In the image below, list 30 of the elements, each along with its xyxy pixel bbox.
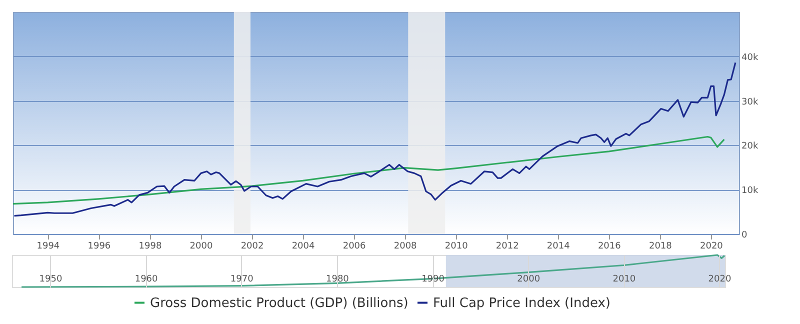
x-tick-label: 2020 [700, 242, 724, 252]
y-tick-label: 30k [742, 97, 759, 108]
line-series [12, 136, 726, 205]
x-tick-label: 2008 [394, 242, 418, 252]
line-series [13, 62, 736, 217]
x-tick-label: 2018 [648, 242, 672, 252]
legend-label: Gross Domestic Product (GDP) (Billions) [150, 296, 408, 311]
x-tick-label: 2014 [546, 242, 570, 252]
y-tick-label: 0 [742, 230, 748, 240]
x-tick-label: 2020 [708, 274, 732, 284]
x-tick-label: 2012 [496, 242, 519, 252]
x-tick-label: 1994 [36, 242, 60, 252]
x-tick-label: 2010 [444, 242, 468, 252]
x-tick-label: 2000 [517, 274, 540, 284]
x-tick-label: 1950 [39, 274, 62, 284]
x-tick-label: 2000 [190, 242, 213, 252]
x-tick-label: 2004 [292, 242, 316, 252]
x-tick-label: 1998 [138, 242, 162, 252]
x-tick-label: 2002 [240, 242, 264, 252]
x-tick-label: 1996 [88, 242, 111, 252]
y-tick-label: 40k [742, 52, 759, 63]
y-tick-label: 20k [742, 142, 759, 152]
legend-label: Full Cap Price Index (Index) [433, 296, 610, 311]
x-tick-label: 1960 [134, 274, 158, 284]
x-tick-label: 2016 [598, 242, 622, 252]
x-tick-label: 2010 [612, 274, 636, 284]
y-tick-label: 10k [742, 186, 759, 196]
x-tick-label: 2006 [342, 242, 366, 252]
x-tick-label: 1980 [326, 274, 350, 284]
x-tick-label: 1970 [230, 274, 254, 284]
